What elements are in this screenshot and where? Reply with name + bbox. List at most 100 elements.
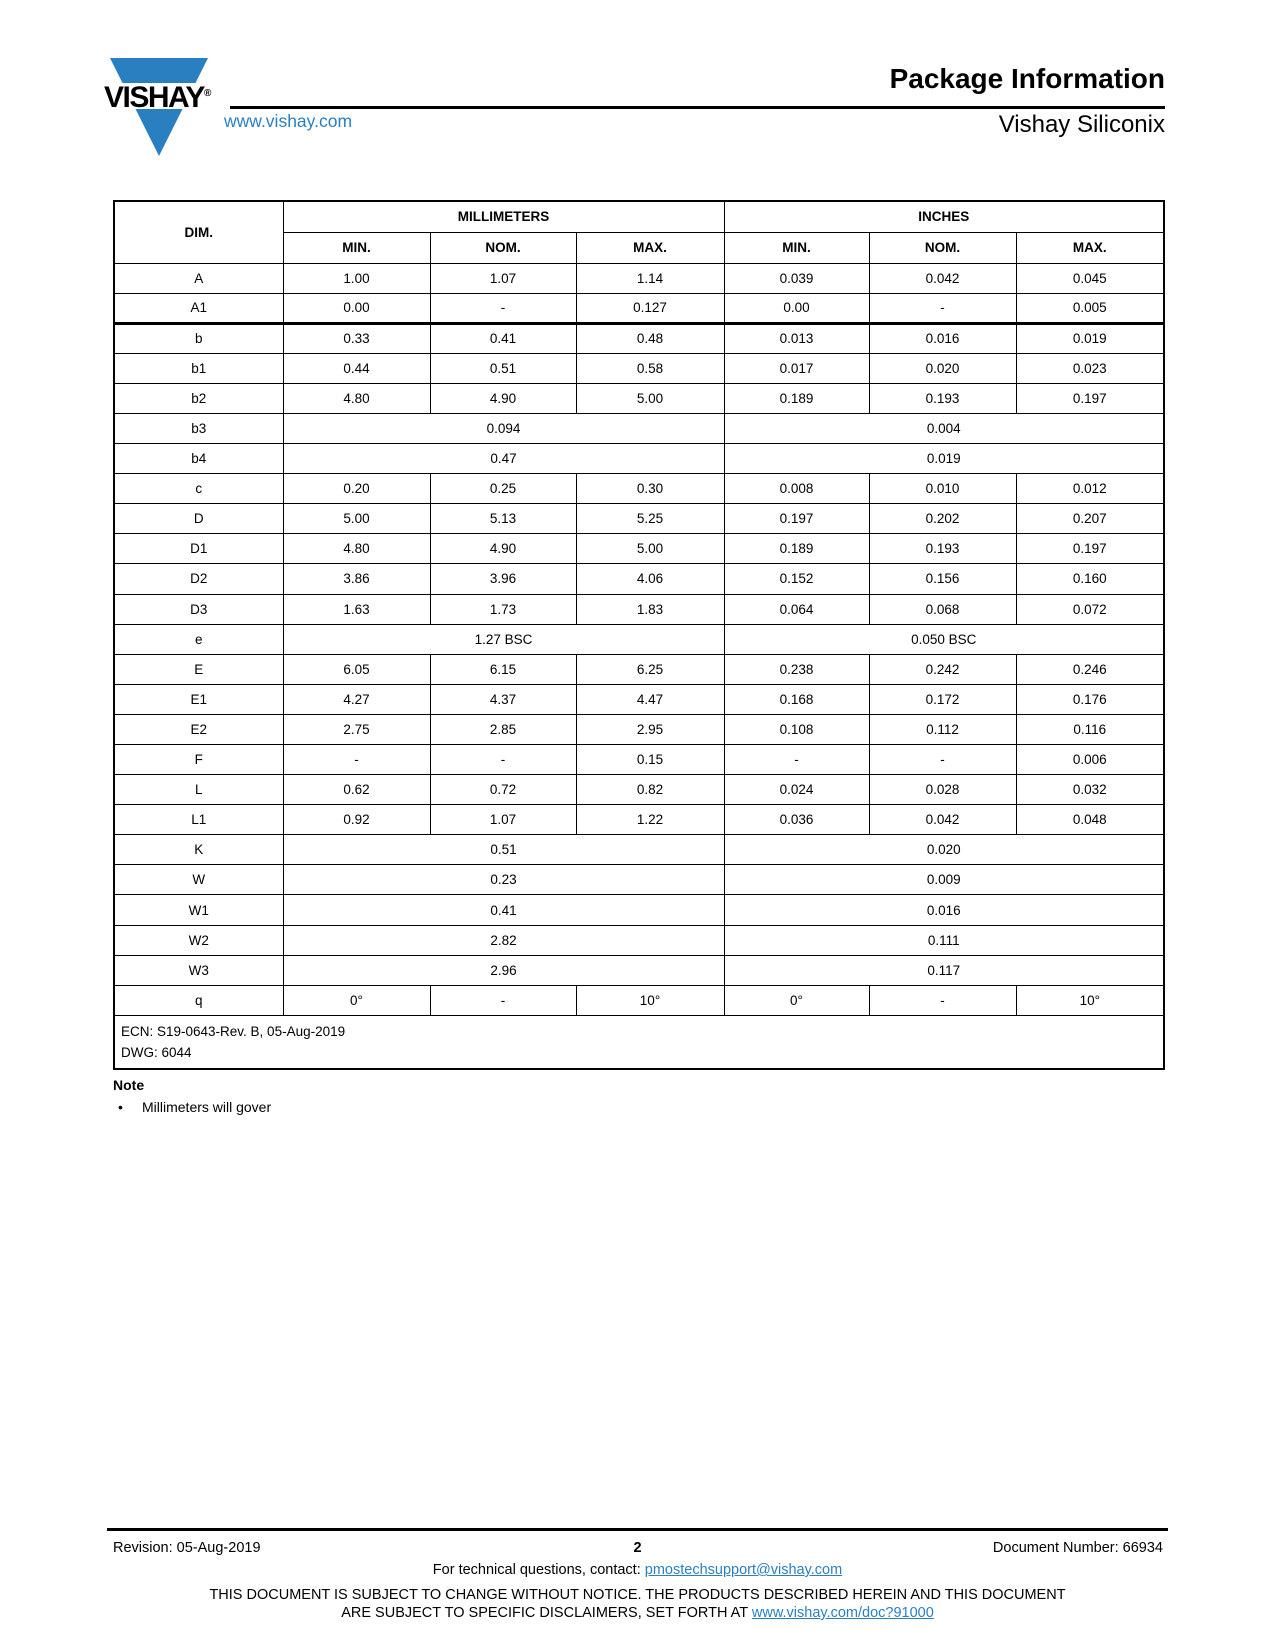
dim-label: e (113, 623, 284, 655)
table-row: E1 4.27 4.37 4.47 0.168 0.172 0.176 (113, 683, 1165, 715)
value-cell: 0.032 (1015, 774, 1165, 806)
page-subtitle: Vishay Siliconix (998, 111, 1165, 138)
value-cell: 4.37 (429, 683, 577, 715)
table-row: A 1.00 1.07 1.14 0.039 0.042 0.045 (113, 262, 1165, 294)
table-row: D3 1.63 1.73 1.83 0.064 0.068 0.072 (113, 593, 1165, 625)
value-cell: 0.82 (575, 774, 725, 806)
table-row: e 1.27 BSC 0.050 BSC (113, 623, 1165, 655)
note-heading: Note (113, 1077, 145, 1093)
value-cell: - (429, 292, 577, 325)
value-cell: 0.193 (868, 382, 1017, 414)
value-cell: 0.189 (723, 382, 870, 414)
value-cell: 0.41 (429, 322, 577, 354)
table-row: D1 4.80 4.90 5.00 0.189 0.193 0.197 (113, 533, 1165, 565)
ecn-line: ECN: S19-0643-Rev. B, 05-Aug-2019 (121, 1023, 346, 1039)
dim-label: b (113, 322, 284, 354)
value-cell: 0.58 (575, 352, 725, 384)
value-cell: 0.024 (723, 774, 870, 806)
value-cell: 6.05 (282, 653, 431, 685)
mm-span-cell: 0.51 (282, 834, 725, 866)
dim-label: L (113, 774, 284, 806)
value-cell: 10° (575, 984, 725, 1016)
website-link[interactable]: www.vishay.com (224, 111, 353, 131)
vishay-logo-wordmark: VISHAY® (104, 81, 211, 115)
footer-divider-rule (107, 1528, 1168, 1531)
value-cell: 0.176 (1015, 683, 1165, 715)
value-cell: 0.20 (282, 473, 431, 505)
dim-label: W2 (113, 924, 284, 956)
value-cell: 0.152 (723, 563, 870, 595)
value-cell: 0.068 (868, 593, 1017, 625)
value-cell: 0° (282, 984, 431, 1016)
vishay-logo-text: VISHAY (104, 81, 205, 114)
value-cell: 5.00 (575, 533, 725, 565)
value-cell: 0.036 (723, 804, 870, 836)
mm-span-cell: 2.96 (282, 954, 725, 986)
value-cell: 0.197 (1015, 382, 1165, 414)
value-cell: 0.207 (1015, 503, 1165, 535)
footer-revision: Revision: 05-Aug-2019 (113, 1540, 261, 1556)
value-cell: 0.00 (282, 292, 431, 325)
dim-label: L1 (113, 804, 284, 836)
note-bullet-text: Millimeters will gover (142, 1099, 272, 1115)
table-row: b2 4.80 4.90 5.00 0.189 0.193 0.197 (113, 382, 1165, 414)
in-span-cell: 0.004 (723, 412, 1165, 445)
page-title: Package Information (889, 63, 1165, 94)
value-cell: 0.020 (868, 352, 1017, 384)
value-cell: 2.95 (575, 713, 725, 746)
value-cell: 0.045 (1015, 262, 1165, 294)
in-span-cell: 0.111 (723, 924, 1165, 956)
ecn-cell: ECN: S19-0643-Rev. B, 05-Aug-2019 DWG: 6… (113, 1014, 1165, 1070)
dim-label: A (113, 262, 284, 294)
contact-email-link[interactable]: pmostechsupport@vishay.com (644, 1562, 843, 1578)
dim-label: E1 (113, 683, 284, 715)
value-cell: - (429, 984, 577, 1016)
value-cell: 0.30 (575, 473, 725, 505)
value-cell: 0.008 (723, 473, 870, 505)
dim-label: b1 (113, 352, 284, 384)
disclaimer-doc-link[interactable]: www.vishay.com/doc?91000 (751, 1605, 934, 1621)
value-cell: 6.15 (429, 653, 577, 685)
mm-max-header: MAX. (575, 231, 725, 264)
value-cell: 0.48 (575, 322, 725, 354)
table-row: D2 3.86 3.96 4.06 0.152 0.156 0.160 (113, 563, 1165, 595)
table-row: D 5.00 5.13 5.25 0.197 0.202 0.207 (113, 503, 1165, 535)
dim-label: F (113, 743, 284, 776)
value-cell: 1.83 (575, 593, 725, 625)
value-cell: 5.00 (575, 382, 725, 414)
value-cell: 1.63 (282, 593, 431, 625)
value-cell: 0.25 (429, 473, 577, 505)
value-cell: - (868, 292, 1017, 325)
value-cell: 1.73 (429, 593, 577, 625)
value-cell: 0.016 (868, 322, 1017, 354)
millimeters-group-header: MILLIMETERS (282, 200, 725, 233)
value-cell: - (429, 743, 577, 776)
value-cell: 0.193 (868, 533, 1017, 565)
table-row: A1 0.00-0.127 0.00-0.005 (113, 292, 1165, 325)
mm-span-cell: 0.41 (282, 894, 725, 926)
mm-span-cell: 2.82 (282, 924, 725, 956)
value-cell: 0.00 (723, 292, 870, 325)
value-cell: 0° (723, 984, 870, 1016)
table-row: b3 0.094 0.004 (113, 412, 1165, 445)
value-cell: 4.90 (429, 533, 577, 565)
value-cell: - (868, 743, 1017, 776)
in-nom-header: NOM. (868, 231, 1017, 264)
value-cell: 1.07 (429, 262, 577, 294)
dim-label: c (113, 473, 284, 505)
table-row: q 0° -10° 0° -10° (113, 984, 1165, 1016)
dim-label: W3 (113, 954, 284, 986)
group-header-row: DIM. MILLIMETERS INCHES (113, 200, 1165, 264)
table-row: W2 2.82 0.111 (113, 924, 1165, 956)
value-cell: 0.116 (1015, 713, 1165, 746)
value-cell: 0.160 (1015, 563, 1165, 595)
value-cell: 0.168 (723, 683, 870, 715)
dimensions-table-container: DIM. MILLIMETERS INCHES MIN. NOM. MAX. M… (113, 200, 1166, 1070)
dim-label: b4 (113, 443, 284, 475)
table-row: b1 0.44 0.51 0.58 0.017 0.020 0.023 (113, 352, 1165, 384)
in-span-cell: 0.050 BSC (723, 623, 1165, 655)
value-cell: 0.039 (723, 262, 870, 294)
value-cell: 2.85 (429, 713, 577, 746)
value-cell: 0.112 (868, 713, 1017, 746)
dim-label: W (113, 864, 284, 896)
